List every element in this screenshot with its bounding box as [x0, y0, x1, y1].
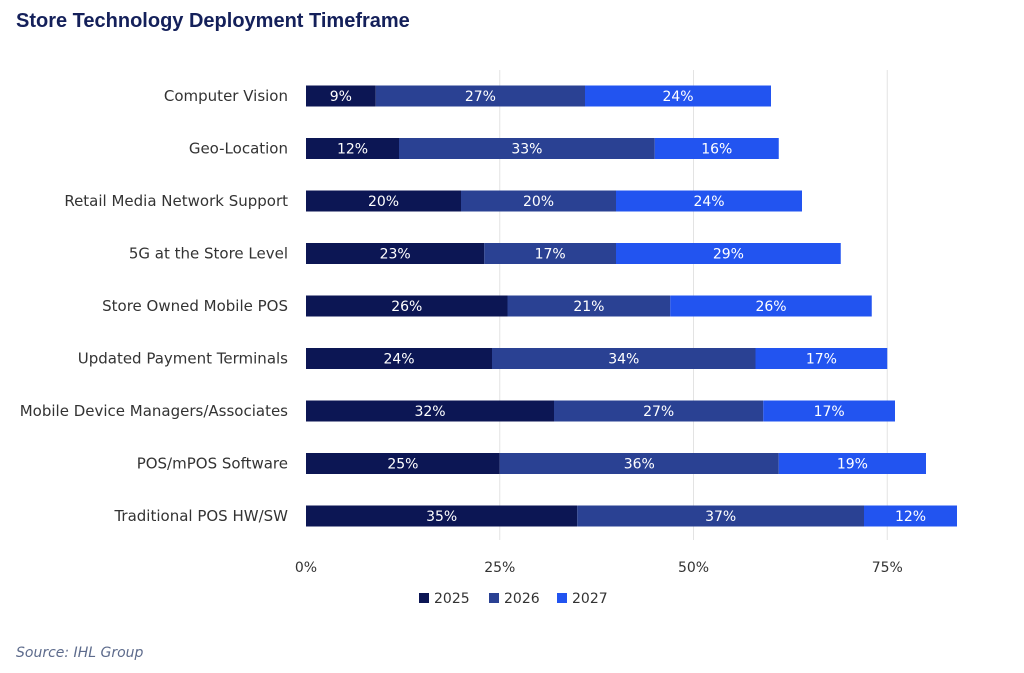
bar-segment-2026 — [484, 243, 616, 264]
bar-segment-2026 — [399, 138, 655, 159]
x-axis-ticks: 0% 25% 50% 75% — [295, 560, 903, 576]
data-label: 23% — [380, 247, 411, 263]
bar-segment-2027 — [778, 453, 926, 474]
data-label: 24% — [662, 89, 693, 105]
data-label: 17% — [814, 404, 845, 420]
bar-segment-2025 — [306, 400, 554, 422]
bar-segment-2027 — [616, 190, 802, 212]
data-label: 24% — [693, 194, 724, 210]
data-label: 36% — [624, 457, 655, 473]
data-label: 27% — [643, 404, 674, 420]
bar-segment-2027 — [616, 243, 841, 264]
bar-segment-2025 — [306, 505, 578, 527]
data-label: 26% — [755, 299, 786, 315]
data-label: 24% — [383, 352, 414, 368]
legend-label: 2025 — [434, 591, 470, 607]
data-label: 12% — [337, 142, 368, 158]
category-label: Retail Media Network Support — [64, 192, 288, 210]
category-label: Store Owned Mobile POS — [102, 297, 288, 315]
legend-label: 2026 — [504, 591, 540, 607]
bar-segment-2026 — [554, 400, 764, 422]
data-label: 32% — [414, 404, 445, 420]
category-label: Updated Payment Terminals — [78, 350, 288, 368]
bar-segment-2027 — [585, 85, 771, 107]
data-label: 25% — [387, 457, 418, 473]
bar-segment-2026 — [492, 348, 756, 369]
bar-segment-2027 — [654, 138, 779, 159]
bar-segment-2025 — [306, 85, 376, 107]
bar-segment-2026 — [577, 505, 864, 527]
data-label: 29% — [713, 247, 744, 263]
bar-segment-2027 — [763, 400, 895, 422]
data-label: 21% — [573, 299, 604, 315]
bar-segment-2027 — [864, 505, 957, 527]
category-label: POS/mPOS Software — [137, 455, 288, 473]
bar-segment-2027 — [670, 295, 872, 317]
legend-swatch — [419, 593, 429, 603]
data-label: 33% — [511, 142, 542, 158]
bar-segment-2026 — [499, 453, 779, 474]
data-label: 19% — [837, 457, 868, 473]
bar-segment-2025 — [306, 453, 500, 474]
bar-segment-2025 — [306, 190, 461, 212]
data-label: 17% — [535, 247, 566, 263]
bars: 9% 27% 24% 12% 33% 16% 20% 20% 24% 23% 17% 29% 26% 21… — [306, 85, 957, 527]
legend: 2025 2026 2027 — [419, 591, 608, 607]
data-label: 20% — [523, 194, 554, 210]
category-label: 5G at the Store Level — [129, 245, 288, 263]
data-label: 35% — [426, 509, 457, 525]
x-tick-label: 75% — [872, 560, 903, 576]
legend-swatch — [489, 593, 499, 603]
category-label: Computer Vision — [164, 87, 288, 105]
x-tick-label: 0% — [295, 560, 317, 576]
data-label: 20% — [368, 194, 399, 210]
category-label: Mobile Device Managers/Associates — [20, 402, 288, 420]
bar-segment-2025 — [306, 138, 399, 159]
legend-label: 2027 — [572, 591, 608, 607]
bar-segment-2025 — [306, 243, 485, 264]
data-label: 16% — [701, 142, 732, 158]
source-note: Source: IHL Group — [16, 645, 144, 661]
category-labels: Computer Vision Geo-Location Retail Media … — [20, 87, 288, 525]
x-tick-label: 50% — [678, 560, 709, 576]
bar-segment-2027 — [755, 348, 888, 369]
data-label: 12% — [895, 509, 926, 525]
category-label: Geo-Location — [189, 140, 288, 158]
bar-segment-2025 — [306, 348, 492, 369]
data-label: 37% — [705, 509, 736, 525]
category-label: Traditional POS HW/SW — [113, 507, 288, 525]
bar-segment-2026 — [507, 295, 671, 317]
x-tick-label: 25% — [484, 560, 515, 576]
data-label: 9% — [330, 89, 352, 105]
data-label: 27% — [465, 89, 496, 105]
legend-swatch — [557, 593, 567, 603]
bar-segment-2026 — [375, 85, 585, 107]
data-label: 17% — [806, 352, 837, 368]
data-label: 34% — [608, 352, 639, 368]
chart-title: Store Technology Deployment Timeframe — [16, 10, 410, 32]
data-label: 26% — [391, 299, 422, 315]
bar-segment-2025 — [306, 295, 508, 317]
bar-segment-2026 — [461, 190, 616, 212]
